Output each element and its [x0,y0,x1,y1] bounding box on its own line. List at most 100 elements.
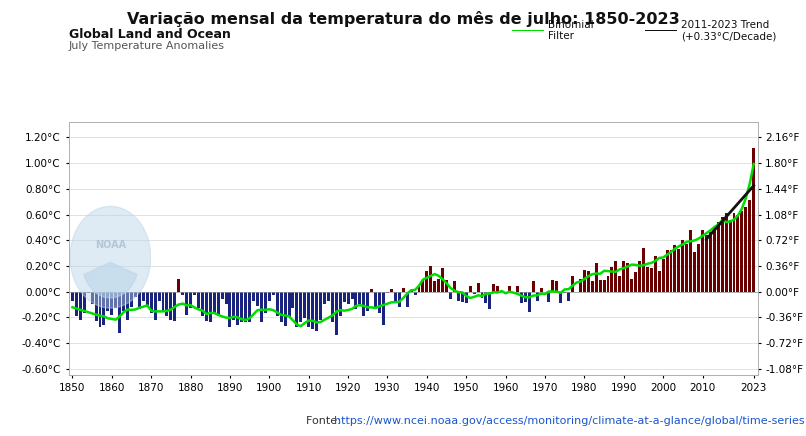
Bar [359,292,361,304]
Bar [496,286,499,292]
Text: Binomial
Filter: Binomial Filter [548,20,594,41]
Bar [185,292,188,315]
Bar [209,292,212,322]
Bar [741,211,743,292]
Bar [130,292,133,307]
Bar [228,292,231,327]
Bar [150,292,152,313]
Bar [571,276,574,292]
Bar [567,292,570,300]
Bar [87,292,89,293]
Bar [327,292,330,300]
Bar [165,292,168,316]
Bar [409,290,413,292]
Bar [681,240,684,292]
Bar [280,292,283,322]
Bar [658,271,661,292]
Bar [363,292,365,316]
Bar [374,292,377,310]
Bar [413,292,417,295]
Bar [430,266,432,292]
Bar [748,201,751,292]
Bar [528,292,530,312]
Bar [236,292,239,325]
Bar [480,292,484,298]
Bar [520,292,523,303]
Bar [382,292,385,325]
Bar [146,292,149,307]
Bar [323,292,326,304]
Bar [559,292,563,303]
Bar [563,292,566,293]
Bar [334,292,338,335]
Bar [638,261,641,292]
Bar [583,270,586,292]
Bar [721,217,724,292]
Bar [713,228,716,292]
Bar [591,281,594,292]
Bar [426,271,428,292]
Bar [622,261,625,292]
Bar [465,292,467,303]
Bar [469,286,472,292]
Bar [94,292,98,321]
Bar [264,292,267,313]
Bar [217,292,219,316]
Text: 2011-2023 Trend
(+0.33°C/Decade): 2011-2023 Trend (+0.33°C/Decade) [681,20,776,41]
Bar [169,292,172,320]
Text: NOAA: NOAA [95,239,126,249]
Circle shape [70,206,151,308]
Bar [618,276,621,292]
Bar [201,292,204,316]
Bar [193,292,196,295]
Bar [268,292,271,300]
Bar [292,292,294,308]
Bar [110,292,114,315]
Bar [138,292,141,310]
Bar [693,252,696,292]
Bar [599,280,601,292]
Bar [737,215,739,292]
Bar [366,292,369,311]
Text: Global Land and Ocean: Global Land and Ocean [69,28,231,41]
Bar [343,292,346,302]
Bar [536,292,538,300]
Bar [319,292,322,320]
Bar [351,292,354,299]
Bar [603,280,605,292]
Text: Variação mensal da temperatura do mês de julho: 1850-2023: Variação mensal da temperatura do mês de… [127,11,679,27]
Bar [102,292,106,325]
Bar [626,263,629,292]
Bar [296,292,298,327]
Bar [437,279,440,292]
Bar [276,292,279,316]
Bar [106,292,110,311]
Bar [701,230,704,292]
Bar [390,289,393,292]
Bar [154,292,156,320]
Bar [539,288,542,292]
Bar [248,292,251,322]
Bar [303,292,306,318]
Bar [674,245,676,292]
Bar [729,220,732,292]
Bar [677,249,680,292]
Bar [551,280,555,292]
Bar [114,292,117,308]
Bar [752,148,755,292]
Bar [476,283,480,292]
Bar [579,279,582,292]
Bar [725,213,728,292]
Bar [307,292,310,327]
Bar [181,292,185,295]
Bar [595,263,598,292]
Bar [299,292,302,322]
Bar [508,286,511,292]
Bar [689,230,692,292]
Bar [492,284,495,292]
Bar [642,248,645,292]
Bar [441,269,444,292]
Bar [587,271,590,292]
Bar [670,250,672,292]
Bar [284,292,287,326]
